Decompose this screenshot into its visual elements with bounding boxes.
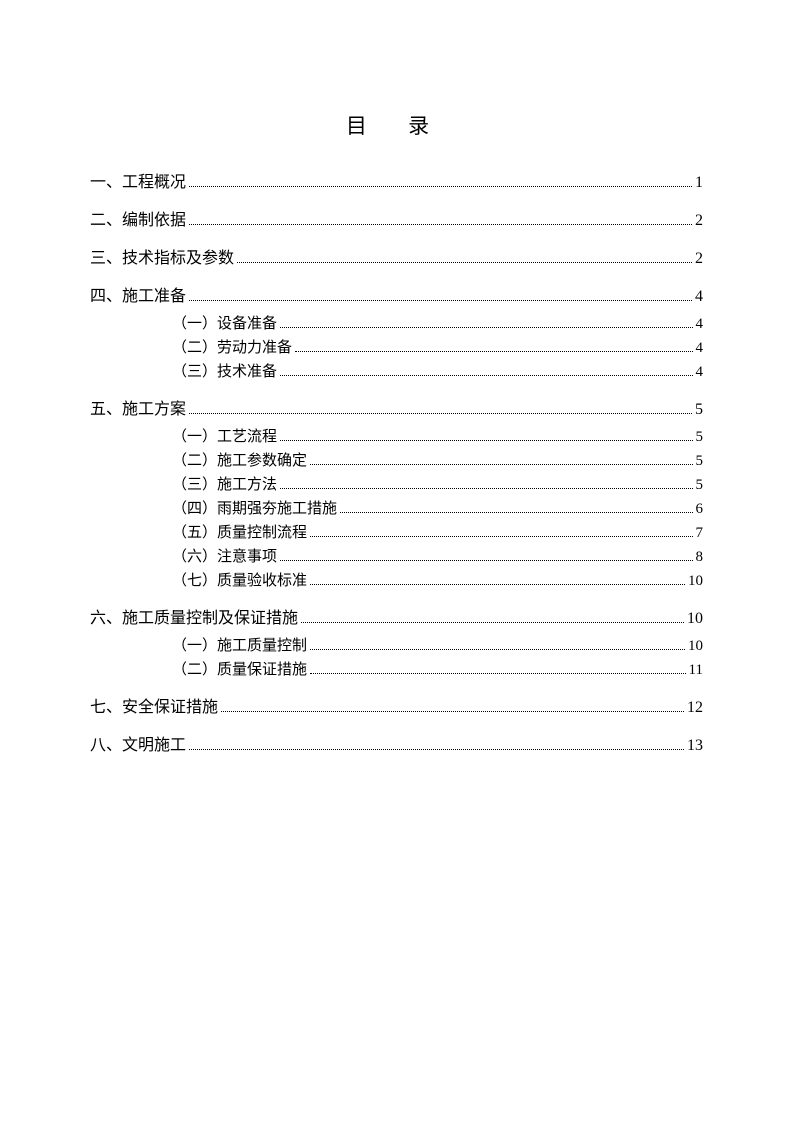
toc-entry-level2: （二）质量保证措施 11 bbox=[90, 658, 703, 679]
toc-entry-level1: 五、施工方案 5 bbox=[90, 395, 703, 419]
toc-label: 五、施工方案 bbox=[90, 395, 186, 419]
toc-entry-level2: （二）施工参数确定 5 bbox=[90, 449, 703, 470]
toc-page-number: 6 bbox=[696, 501, 704, 518]
toc-page-number: 12 bbox=[687, 699, 703, 717]
toc-section: 五、施工方案 5 （一）工艺流程 5 （二）施工参数确定 5 （三）施工方法 5… bbox=[90, 395, 703, 590]
toc-entry-level2: （四）雨期强夯施工措施 6 bbox=[90, 497, 703, 518]
toc-leader-dots bbox=[189, 224, 692, 225]
toc-label: 一、工程概况 bbox=[90, 168, 186, 192]
toc-leader-dots bbox=[310, 584, 685, 585]
toc-label: 八、文明施工 bbox=[90, 731, 186, 755]
toc-page-number: 4 bbox=[696, 316, 704, 333]
toc-leader-dots bbox=[310, 649, 685, 650]
toc-leader-dots bbox=[310, 536, 692, 537]
toc-label: （一）工艺流程 bbox=[172, 425, 277, 446]
toc-leader-dots bbox=[189, 186, 692, 187]
toc-label: （五）质量控制流程 bbox=[172, 521, 307, 542]
toc-section: 八、文明施工 13 bbox=[90, 731, 703, 755]
toc-entry-level2: （二）劳动力准备 4 bbox=[90, 336, 703, 357]
toc-page-number: 5 bbox=[696, 429, 704, 446]
toc-page-number: 4 bbox=[696, 340, 704, 357]
toc-section: 七、安全保证措施 12 bbox=[90, 693, 703, 717]
toc-leader-dots bbox=[280, 375, 692, 376]
toc-page-number: 2 bbox=[695, 250, 703, 268]
toc-label: （二）质量保证措施 bbox=[172, 658, 307, 679]
toc-page-number: 10 bbox=[688, 638, 703, 655]
toc-label: （二）劳动力准备 bbox=[172, 336, 292, 357]
toc-leader-dots bbox=[280, 560, 692, 561]
toc-entry-level2: （一）施工质量控制 10 bbox=[90, 634, 703, 655]
toc-entry-level2: （一）工艺流程 5 bbox=[90, 425, 703, 446]
toc-page-number: 5 bbox=[695, 401, 703, 419]
toc-page-number: 4 bbox=[696, 364, 704, 381]
toc-label: （六）注意事项 bbox=[172, 545, 277, 566]
toc-entry-level1: 二、编制依据 2 bbox=[90, 206, 703, 230]
toc-entry-level2: （三）技术准备 4 bbox=[90, 360, 703, 381]
toc-leader-dots bbox=[221, 711, 684, 712]
toc-entry-level2: （五）质量控制流程 7 bbox=[90, 521, 703, 542]
toc-page-number: 1 bbox=[695, 174, 703, 192]
toc-label: （二）施工参数确定 bbox=[172, 449, 307, 470]
toc-section: 一、工程概况 1 bbox=[90, 168, 703, 192]
toc-title: 目 录 bbox=[90, 110, 703, 140]
toc-label: （四）雨期强夯施工措施 bbox=[172, 497, 337, 518]
toc-label: 三、技术指标及参数 bbox=[90, 244, 234, 268]
toc-leader-dots bbox=[280, 440, 692, 441]
toc-label: （一）设备准备 bbox=[172, 312, 277, 333]
toc-entry-level2: （三）施工方法 5 bbox=[90, 473, 703, 494]
toc-entry-level1: 四、施工准备 4 bbox=[90, 282, 703, 306]
toc-label: （三）技术准备 bbox=[172, 360, 277, 381]
toc-leader-dots bbox=[280, 327, 692, 328]
toc-entry-level1: 六、施工质量控制及保证措施 10 bbox=[90, 604, 703, 628]
toc-label: 四、施工准备 bbox=[90, 282, 186, 306]
toc-section: 六、施工质量控制及保证措施 10 （一）施工质量控制 10 （二）质量保证措施 … bbox=[90, 604, 703, 679]
toc-page-number: 2 bbox=[695, 212, 703, 230]
toc-container: 一、工程概况 1 二、编制依据 2 三、技术指标及参数 2 四、施工准备 4 （… bbox=[90, 168, 703, 755]
toc-page-number: 4 bbox=[695, 288, 703, 306]
toc-leader-dots bbox=[237, 262, 692, 263]
toc-section: 三、技术指标及参数 2 bbox=[90, 244, 703, 268]
toc-entry-level1: 八、文明施工 13 bbox=[90, 731, 703, 755]
toc-page-number: 8 bbox=[696, 549, 704, 566]
toc-leader-dots bbox=[189, 300, 692, 301]
toc-label: （一）施工质量控制 bbox=[172, 634, 307, 655]
toc-entry-level2: （七）质量验收标准 10 bbox=[90, 569, 703, 590]
toc-leader-dots bbox=[280, 488, 692, 489]
toc-page-number: 7 bbox=[696, 525, 704, 542]
toc-page-number: 5 bbox=[696, 477, 704, 494]
toc-leader-dots bbox=[295, 351, 692, 352]
toc-leader-dots bbox=[340, 512, 692, 513]
toc-label: （三）施工方法 bbox=[172, 473, 277, 494]
toc-label: （七）质量验收标准 bbox=[172, 569, 307, 590]
toc-entry-level2: （一）设备准备 4 bbox=[90, 312, 703, 333]
toc-page-number: 10 bbox=[688, 573, 703, 590]
toc-page-number: 5 bbox=[696, 453, 704, 470]
toc-leader-dots bbox=[189, 749, 684, 750]
toc-entry-level1: 七、安全保证措施 12 bbox=[90, 693, 703, 717]
toc-entry-level2: （六）注意事项 8 bbox=[90, 545, 703, 566]
toc-entry-level1: 三、技术指标及参数 2 bbox=[90, 244, 703, 268]
toc-leader-dots bbox=[310, 673, 686, 674]
toc-leader-dots bbox=[189, 413, 692, 414]
toc-leader-dots bbox=[301, 622, 684, 623]
toc-page-number: 11 bbox=[689, 662, 703, 679]
toc-section: 四、施工准备 4 （一）设备准备 4 （二）劳动力准备 4 （三）技术准备 4 bbox=[90, 282, 703, 381]
toc-page-number: 13 bbox=[687, 737, 703, 755]
toc-label: 七、安全保证措施 bbox=[90, 693, 218, 717]
toc-section: 二、编制依据 2 bbox=[90, 206, 703, 230]
toc-page-number: 10 bbox=[687, 610, 703, 628]
toc-label: 六、施工质量控制及保证措施 bbox=[90, 604, 298, 628]
toc-entry-level1: 一、工程概况 1 bbox=[90, 168, 703, 192]
toc-leader-dots bbox=[310, 464, 692, 465]
toc-label: 二、编制依据 bbox=[90, 206, 186, 230]
